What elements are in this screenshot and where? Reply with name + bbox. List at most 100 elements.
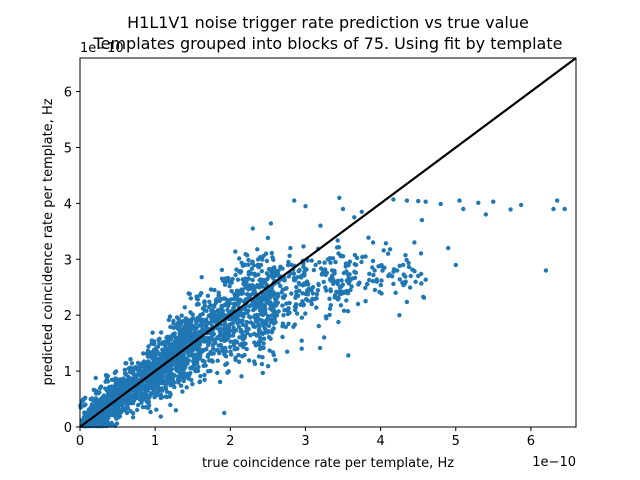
scatter-point: [236, 359, 242, 364]
scatter-point: [222, 335, 227, 340]
scatter-point: [198, 312, 203, 318]
scatter-point: [240, 277, 245, 282]
scatter-point: [214, 297, 219, 302]
scatter-point: [146, 360, 151, 365]
scatter-point: [372, 268, 377, 273]
scatter-point: [231, 342, 237, 348]
scatter-point: [229, 280, 234, 285]
scatter-point: [176, 342, 181, 347]
scatter-point: [297, 282, 303, 287]
scatter-point: [241, 314, 246, 319]
scatter-point: [403, 253, 408, 258]
scatter-point: [105, 373, 111, 379]
scatter-point: [173, 349, 178, 354]
scatter-point: [247, 294, 252, 299]
y-axis-label: predicted coincidence rate per template,…: [41, 98, 56, 385]
scatter-point: [284, 286, 289, 291]
scatter-point: [92, 388, 98, 393]
scatter-point: [280, 321, 286, 326]
scatter-point: [227, 333, 232, 338]
scatter-point: [213, 340, 218, 345]
scatter-point: [276, 293, 281, 299]
scatter-point: [208, 312, 213, 317]
scatter-point: [167, 334, 172, 340]
scatter-point: [186, 291, 191, 296]
scatter-point: [148, 409, 153, 415]
x-tick-label: 1: [151, 434, 159, 449]
scatter-point: [166, 317, 171, 323]
scatter-point: [244, 319, 249, 325]
scatter-point: [235, 289, 240, 294]
scatter-point: [264, 258, 270, 264]
scatter-point: [174, 315, 180, 320]
scatter-point: [281, 276, 287, 282]
x-axis: 0 1 2 3 4 5 6: [76, 427, 535, 449]
scatter-point: [262, 326, 267, 331]
scatter-point: [304, 267, 309, 272]
scatter-point: [281, 313, 286, 318]
scatter-point: [227, 344, 233, 350]
chart-subtitle: Templates grouped into blocks of 75. Usi…: [93, 34, 563, 53]
scatter-point: [99, 398, 104, 403]
scatter-point: [138, 396, 143, 401]
scatter-point: [148, 354, 153, 359]
scatter-point: [296, 268, 301, 274]
scatter-point: [240, 337, 246, 342]
scatter-point: [418, 251, 424, 256]
scatter-point: [265, 330, 270, 335]
scatter-point: [219, 303, 224, 309]
scatter-point: [360, 254, 365, 260]
scatter-point: [328, 287, 333, 292]
scatter-point: [123, 361, 128, 366]
scatter-point: [251, 263, 257, 268]
scatter-point: [215, 358, 220, 363]
scatter-point: [151, 359, 156, 364]
scatter-point: [160, 380, 165, 385]
scatter-point: [101, 393, 107, 398]
scatter-point: [279, 290, 284, 295]
scatter-point: [208, 287, 214, 292]
scatter-point: [252, 359, 257, 364]
scatter-point: [323, 314, 329, 319]
scatter-point: [309, 301, 314, 307]
scatter-point: [305, 288, 310, 293]
scatter-point: [183, 319, 188, 324]
scatter-point: [562, 206, 567, 212]
scatter-points: [78, 195, 567, 429]
y-tick-label: 4: [64, 197, 72, 212]
x-tick-label: 3: [301, 434, 309, 449]
scatter-point: [171, 325, 176, 330]
scatter-point: [250, 283, 256, 289]
scatter-point: [174, 365, 179, 370]
scatter-point: [167, 314, 173, 319]
scatter-point: [78, 405, 84, 410]
scatter-point: [194, 319, 199, 324]
scatter-point: [334, 279, 339, 284]
scatter-point: [285, 349, 290, 354]
scatter-point: [367, 271, 372, 276]
scatter-point: [113, 392, 118, 397]
scatter-point: [233, 272, 238, 278]
scatter-point: [257, 308, 263, 313]
scatter-point: [291, 275, 297, 281]
scatter-point: [321, 279, 326, 285]
scatter-point: [336, 319, 341, 325]
scatter-point: [289, 262, 294, 268]
scatter-point: [252, 272, 257, 277]
scatter-point: [286, 321, 291, 326]
scatter-point: [94, 404, 100, 410]
scatter-point: [260, 278, 266, 283]
scatter-point: [194, 357, 199, 362]
scatter-point: [328, 276, 333, 282]
scatter-point: [173, 408, 179, 413]
scatter-point: [438, 201, 443, 207]
scatter-point: [216, 293, 222, 298]
scatter-point: [236, 301, 241, 306]
scatter-point: [122, 367, 128, 373]
scatter-point: [205, 354, 210, 359]
scatter-point: [202, 377, 207, 382]
scatter-point: [249, 266, 254, 271]
scatter-point: [181, 366, 186, 371]
scatter-point: [115, 415, 121, 420]
scatter-point: [236, 352, 241, 358]
